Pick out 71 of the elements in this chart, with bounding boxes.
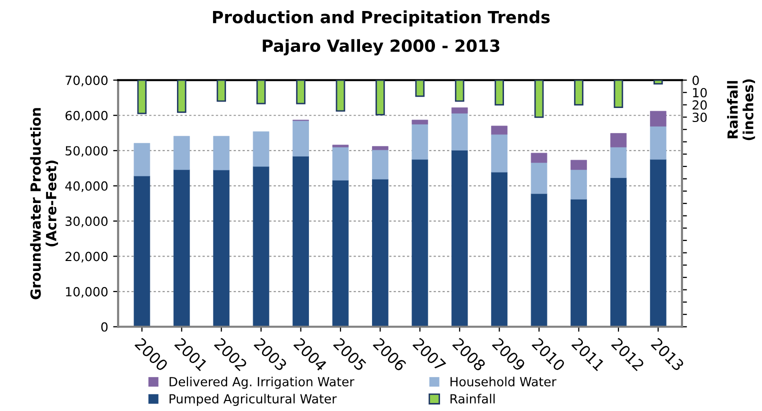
legend-label: Household Water — [450, 376, 556, 386]
bar — [252, 131, 270, 167]
bar — [213, 170, 230, 327]
bar — [137, 80, 147, 114]
bar — [292, 120, 309, 156]
bar — [252, 166, 270, 327]
bar — [176, 80, 186, 113]
bar — [412, 120, 428, 124]
bar — [292, 156, 309, 327]
y-tick-label: 30,000 — [66, 216, 108, 228]
bar — [614, 80, 624, 108]
bar — [256, 80, 266, 104]
bar — [216, 80, 226, 102]
bar — [610, 178, 627, 327]
bar — [451, 150, 468, 327]
bar — [491, 126, 508, 135]
chart-subtitle: Pajaro Valley 2000 - 2013 — [262, 39, 500, 56]
y-tick-label: 40,000 — [65, 181, 108, 192]
y2-axis-title: Rainfall (inches) — [727, 79, 756, 140]
bar — [610, 146, 627, 178]
bar — [332, 146, 349, 180]
y-tick-label: 60,000 — [66, 110, 108, 122]
y-axis-title: Groundwater Production (Acre-Feet) — [30, 108, 58, 300]
bar — [173, 136, 190, 170]
y-tick-label: 0 — [101, 322, 108, 332]
bar — [451, 107, 468, 114]
bar — [336, 80, 346, 112]
bar — [454, 80, 464, 102]
bar — [574, 80, 584, 106]
y2-tick-label: 20 — [692, 100, 707, 110]
bar — [451, 113, 468, 150]
y-tick-label: 10,000 — [66, 286, 108, 298]
y2-tick-label: 0 — [692, 76, 699, 86]
bar — [134, 142, 150, 176]
y-tick-label: 20,000 — [66, 252, 108, 262]
chart-title: Production and Precipitation Trends — [213, 10, 550, 27]
bar — [654, 80, 663, 85]
y-tick-label: 70,000 — [66, 76, 108, 86]
bar — [530, 193, 548, 327]
bar — [372, 146, 388, 150]
bar — [332, 180, 349, 327]
bar — [534, 80, 544, 118]
bar — [530, 152, 548, 163]
bar — [415, 80, 425, 97]
bar — [491, 134, 508, 172]
bar — [412, 124, 428, 160]
bar — [376, 80, 385, 116]
bar — [570, 160, 587, 170]
bar — [650, 159, 666, 327]
bar — [650, 126, 666, 160]
legend-label: Delivered Ag. Irrigation Water — [170, 376, 354, 389]
bar — [570, 169, 587, 200]
y2-tick-label: 30 — [692, 112, 707, 122]
bar — [296, 80, 306, 104]
bar — [491, 172, 508, 327]
bar — [173, 169, 190, 327]
y2-tick-label: 10 — [693, 88, 707, 98]
bar — [494, 80, 504, 106]
bar — [213, 136, 230, 170]
bar — [530, 162, 548, 194]
y-tick-label: 50,000 — [66, 146, 108, 157]
bar — [650, 110, 666, 127]
legend-label: Rainfall — [450, 394, 495, 404]
bar — [372, 150, 388, 180]
bar — [134, 176, 150, 327]
bar — [412, 159, 428, 327]
bar — [610, 133, 627, 148]
legend-label: Pumped Agricultural Water — [170, 394, 337, 406]
bar — [570, 199, 587, 327]
bar — [332, 144, 349, 148]
bar — [372, 178, 388, 327]
